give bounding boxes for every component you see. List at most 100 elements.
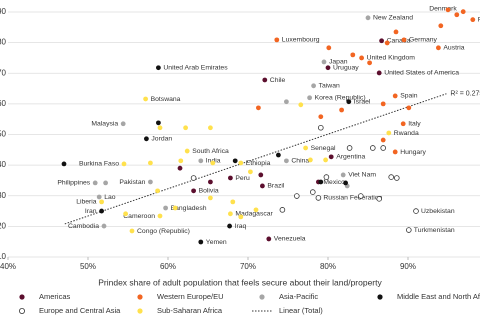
point	[367, 60, 372, 66]
trendline	[64, 93, 447, 225]
point	[384, 40, 390, 46]
point	[413, 208, 419, 214]
point	[144, 136, 149, 142]
point	[279, 207, 286, 213]
point-label: Botswana	[151, 96, 181, 103]
point-label: China	[291, 158, 309, 165]
y-tick-label: 70	[0, 68, 7, 77]
point	[393, 29, 399, 35]
legend-label: Middle East and North Africa	[397, 292, 480, 301]
point	[321, 59, 327, 65]
legend-marker	[137, 294, 143, 300]
point-label: Denmark	[429, 6, 457, 13]
point	[262, 77, 268, 83]
point	[406, 105, 412, 111]
point-label: Ethiopia	[246, 160, 271, 167]
point-label: Lao	[104, 194, 116, 201]
point-label: United Arab Emirates	[163, 65, 228, 72]
point	[460, 9, 466, 15]
point	[163, 205, 169, 211]
point	[393, 175, 400, 181]
point-label: Iraq	[235, 223, 247, 230]
point	[340, 172, 346, 178]
point	[346, 99, 352, 105]
point	[103, 180, 108, 186]
point	[328, 154, 334, 160]
point-label: Taiwan	[319, 83, 340, 90]
legend-label: Asia-Pacific	[279, 292, 318, 301]
point	[258, 172, 264, 178]
point-label: Bolivia	[199, 188, 219, 195]
point	[357, 193, 364, 199]
point	[392, 93, 398, 99]
point	[284, 99, 289, 105]
point	[369, 145, 376, 151]
point	[323, 174, 330, 180]
point	[230, 199, 236, 205]
point	[309, 189, 316, 195]
point	[376, 196, 383, 202]
point-label: Peru	[235, 175, 250, 182]
point	[400, 121, 406, 127]
point	[303, 145, 308, 151]
point	[228, 211, 233, 217]
point	[311, 83, 316, 89]
point	[401, 37, 407, 43]
point	[379, 38, 384, 44]
point	[274, 37, 280, 43]
point-label: Congo (Republic)	[137, 228, 190, 235]
point	[208, 125, 213, 131]
point	[178, 158, 184, 164]
point	[228, 175, 233, 181]
point	[308, 157, 313, 163]
point-label: South Africa	[192, 148, 229, 155]
y-tick-label: 40	[0, 160, 7, 169]
point-label: Japan	[329, 59, 348, 66]
point	[208, 195, 213, 201]
point-label: Italy	[408, 121, 421, 128]
point-label: Uruguay	[333, 65, 359, 72]
point	[184, 148, 190, 154]
point	[121, 161, 127, 167]
point	[346, 145, 353, 151]
point	[61, 161, 67, 167]
point	[359, 55, 364, 61]
point	[256, 105, 261, 111]
point	[232, 158, 238, 164]
point	[238, 160, 244, 166]
point	[454, 12, 460, 18]
x-tick-label: 90%	[400, 262, 416, 271]
point-label: Chile	[270, 77, 286, 84]
point-label: Burkina Faso	[79, 161, 119, 168]
x-tick-label: 80%	[320, 262, 336, 271]
point	[172, 205, 178, 211]
point	[183, 125, 189, 131]
point	[438, 23, 444, 29]
point	[148, 160, 153, 166]
point	[198, 239, 204, 245]
point-label: Bangladesh	[171, 205, 207, 212]
point	[96, 194, 102, 200]
legend-label: Americas	[39, 292, 71, 301]
point-label: Luxembourg	[282, 37, 320, 44]
point-label: Mexico	[323, 179, 345, 186]
point-label: Liberia	[76, 199, 97, 206]
point-label: Pakistan	[119, 179, 145, 186]
point-label: Russian Federation	[323, 195, 382, 202]
y-tick-label: 80	[0, 38, 7, 47]
r-squared-label: R² = 0.275	[450, 91, 480, 98]
point-label: Malaysia	[91, 121, 118, 128]
point-label: Brazil	[267, 183, 284, 190]
point	[177, 165, 183, 171]
point-label: Finland	[478, 16, 480, 23]
legend-marker	[137, 308, 143, 314]
x-tick-label: 70%	[240, 262, 256, 271]
y-tick-label: 90	[0, 7, 7, 16]
y-tick-label: 20	[0, 221, 7, 230]
point	[101, 223, 107, 229]
x-tick-label: 50%	[80, 262, 96, 271]
point-label: Venezuela	[274, 236, 306, 243]
point	[191, 188, 197, 194]
legend-marker	[18, 307, 25, 314]
point-label: Hungary	[400, 149, 426, 156]
